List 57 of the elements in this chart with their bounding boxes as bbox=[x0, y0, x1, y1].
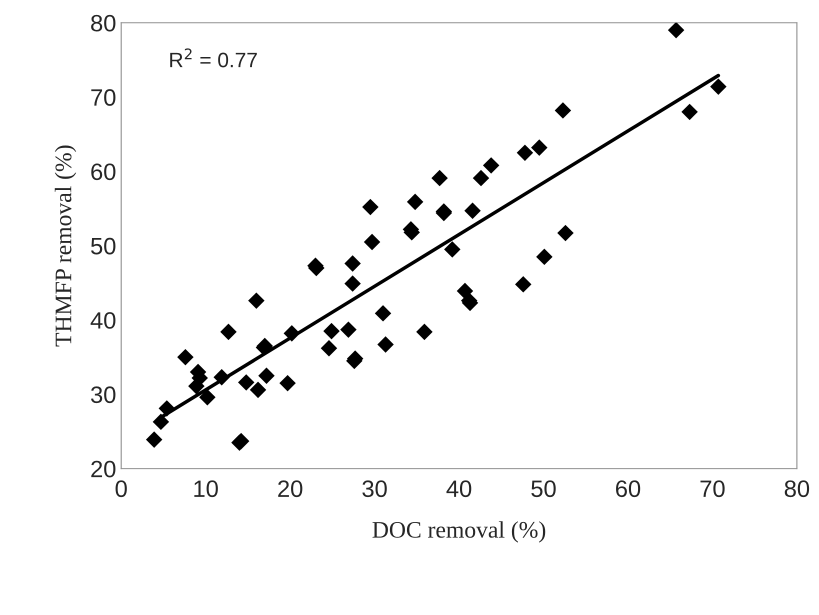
point bbox=[668, 22, 684, 38]
x-tick-label: 0 bbox=[116, 480, 127, 498]
x-tick-label: 50 bbox=[531, 480, 556, 498]
point bbox=[284, 325, 300, 342]
point bbox=[199, 389, 216, 406]
y-tick-label: 70 bbox=[91, 89, 116, 106]
point bbox=[482, 157, 500, 174]
x-tick-label: 40 bbox=[446, 480, 472, 498]
point bbox=[344, 255, 361, 272]
y-tick-label: 50 bbox=[91, 238, 116, 254]
y-axis-title: THMFP removal (%) bbox=[54, 146, 76, 346]
point bbox=[557, 224, 574, 242]
x-tick-label: 10 bbox=[194, 480, 218, 498]
y-tick-label: 30 bbox=[90, 386, 116, 404]
point bbox=[323, 322, 340, 340]
point bbox=[248, 292, 265, 309]
point bbox=[472, 170, 490, 186]
point bbox=[406, 194, 424, 210]
x-tick-label: 80 bbox=[784, 480, 810, 498]
point bbox=[710, 78, 727, 95]
point bbox=[416, 324, 433, 340]
y-tick-label: 40 bbox=[90, 312, 116, 329]
y-tick-label: 20 bbox=[91, 460, 116, 478]
point bbox=[364, 234, 380, 250]
point bbox=[238, 374, 254, 391]
x-tick-label: 20 bbox=[278, 480, 302, 498]
point bbox=[536, 248, 553, 266]
point bbox=[464, 202, 481, 219]
x-axis-title: DOC removal (%) bbox=[372, 521, 546, 543]
point bbox=[681, 104, 698, 120]
point bbox=[344, 275, 361, 292]
point bbox=[444, 241, 461, 258]
point bbox=[177, 348, 194, 366]
point bbox=[362, 198, 379, 216]
point bbox=[431, 170, 448, 186]
point bbox=[214, 369, 230, 386]
point bbox=[554, 102, 572, 119]
point bbox=[374, 305, 392, 322]
point bbox=[220, 324, 237, 340]
y-tick-label: 80 bbox=[91, 14, 116, 32]
point bbox=[146, 431, 162, 448]
point bbox=[152, 414, 170, 430]
x-tick-label: 30 bbox=[362, 480, 387, 498]
point bbox=[515, 276, 532, 293]
x-tick-label: 70 bbox=[700, 480, 725, 498]
point bbox=[258, 368, 275, 384]
point bbox=[250, 382, 266, 398]
annotation: R$^{2}$ = 0.77 bbox=[170, 48, 257, 68]
point bbox=[531, 139, 548, 156]
point bbox=[279, 374, 296, 392]
point bbox=[158, 400, 176, 417]
x-tick-label: 60 bbox=[616, 480, 640, 498]
point bbox=[340, 321, 357, 338]
y-tick-label: 60 bbox=[91, 163, 116, 180]
point bbox=[516, 144, 534, 162]
point bbox=[320, 340, 338, 356]
point bbox=[377, 336, 394, 353]
